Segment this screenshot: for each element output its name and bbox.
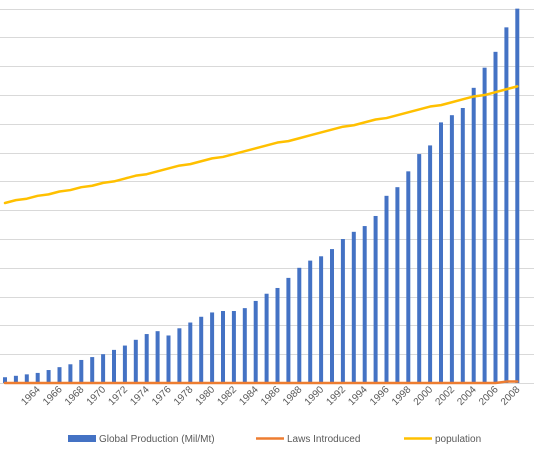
bar-1997: [395, 187, 400, 383]
bar-1985: [264, 293, 269, 383]
x-tick-label: 1982: [216, 384, 240, 408]
legend-item: Global Production (Mil/Mt): [68, 434, 215, 445]
legend-item: population: [404, 434, 481, 445]
bar-1998: [406, 171, 411, 383]
bar-2004: [471, 87, 476, 383]
bar-1989: [308, 260, 313, 383]
bar-1975: [155, 331, 160, 383]
bar-1962: [13, 375, 18, 383]
x-tick-label: 1992: [325, 384, 349, 408]
x-tick-label: 1964: [19, 384, 43, 408]
bar-1969: [90, 357, 95, 383]
bar-1986: [275, 287, 280, 383]
bar-1978: [188, 322, 193, 383]
bar-1964: [35, 372, 40, 383]
bar-1967: [68, 364, 73, 383]
x-tick-label: 1984: [237, 384, 261, 408]
bar-1995: [373, 215, 378, 383]
bar-1970: [101, 354, 106, 383]
legend: Global Production (Mil/Mt) Laws Introduce…: [68, 434, 481, 445]
bar-1974: [144, 334, 149, 383]
x-tick-label: 1966: [41, 384, 65, 408]
x-tick-label: 1974: [128, 384, 152, 408]
bar-1980: [210, 312, 215, 383]
x-tick-label: 1986: [259, 384, 283, 408]
bar-2002: [449, 115, 454, 383]
x-tick-label: 2000: [412, 384, 436, 408]
x-axis-tick-labels: 1964196619681970197219741976197819801982…: [19, 384, 522, 408]
line-series: [3, 85, 519, 385]
x-tick-label: 2006: [477, 384, 501, 408]
bar-2003: [460, 107, 465, 384]
bar-1968: [79, 359, 84, 383]
bar-1996: [384, 195, 389, 383]
bar-2001: [439, 122, 443, 383]
bar-1983: [242, 308, 247, 383]
bar-1976: [166, 335, 171, 383]
bar-1961: [3, 377, 7, 383]
line-laws-introduced: [3, 380, 519, 385]
legend-swatch: [68, 435, 96, 442]
bar-1984: [253, 300, 258, 383]
bar-series-global-production: [3, 8, 520, 384]
bar-1993: [351, 231, 356, 383]
legend-label: Laws Introduced: [287, 434, 360, 445]
x-tick-label: 1990: [303, 384, 327, 408]
bar-1992: [340, 239, 345, 383]
legend-label: population: [435, 434, 481, 445]
x-tick-label: 2004: [455, 384, 479, 408]
x-tick-label: 1994: [346, 384, 370, 408]
bar-2005: [482, 67, 487, 384]
bar-1987: [286, 277, 291, 383]
x-tick-label: 1978: [172, 384, 196, 408]
bar-1971: [112, 349, 116, 383]
gridlines: [0, 9, 534, 384]
x-tick-label: 2002: [434, 384, 458, 408]
x-tick-label: 1976: [150, 384, 174, 408]
bar-1979: [199, 316, 204, 383]
bar-2008: [515, 8, 520, 383]
x-tick-label: 1988: [281, 384, 305, 408]
bar-1977: [177, 328, 182, 383]
x-tick-label: 1996: [368, 384, 392, 408]
x-tick-label: 1972: [107, 384, 131, 408]
line-population: [3, 85, 519, 205]
bar-1991: [330, 249, 334, 383]
bar-1999: [417, 154, 422, 383]
legend-label: Global Production (Mil/Mt): [99, 434, 215, 445]
bar-1994: [362, 226, 367, 383]
legend-item: Laws Introduced: [256, 434, 360, 445]
bar-2006: [493, 51, 498, 383]
x-tick-label: 1970: [85, 384, 109, 408]
x-tick-label: 1980: [194, 384, 218, 408]
bar-1982: [231, 311, 236, 383]
x-tick-label: 1998: [390, 384, 414, 408]
bar-1963: [24, 374, 29, 383]
bar-1965: [46, 370, 51, 383]
bar-1973: [133, 339, 138, 383]
bar-2000: [428, 145, 433, 383]
bar-1990: [319, 256, 324, 383]
bar-1972: [122, 345, 127, 383]
bar-1981: [221, 311, 225, 383]
x-tick-label: 2008: [499, 384, 523, 408]
x-tick-label: 1968: [63, 384, 87, 408]
bar-1966: [57, 367, 62, 383]
bar-1988: [297, 267, 302, 383]
bar-2007: [504, 27, 509, 384]
